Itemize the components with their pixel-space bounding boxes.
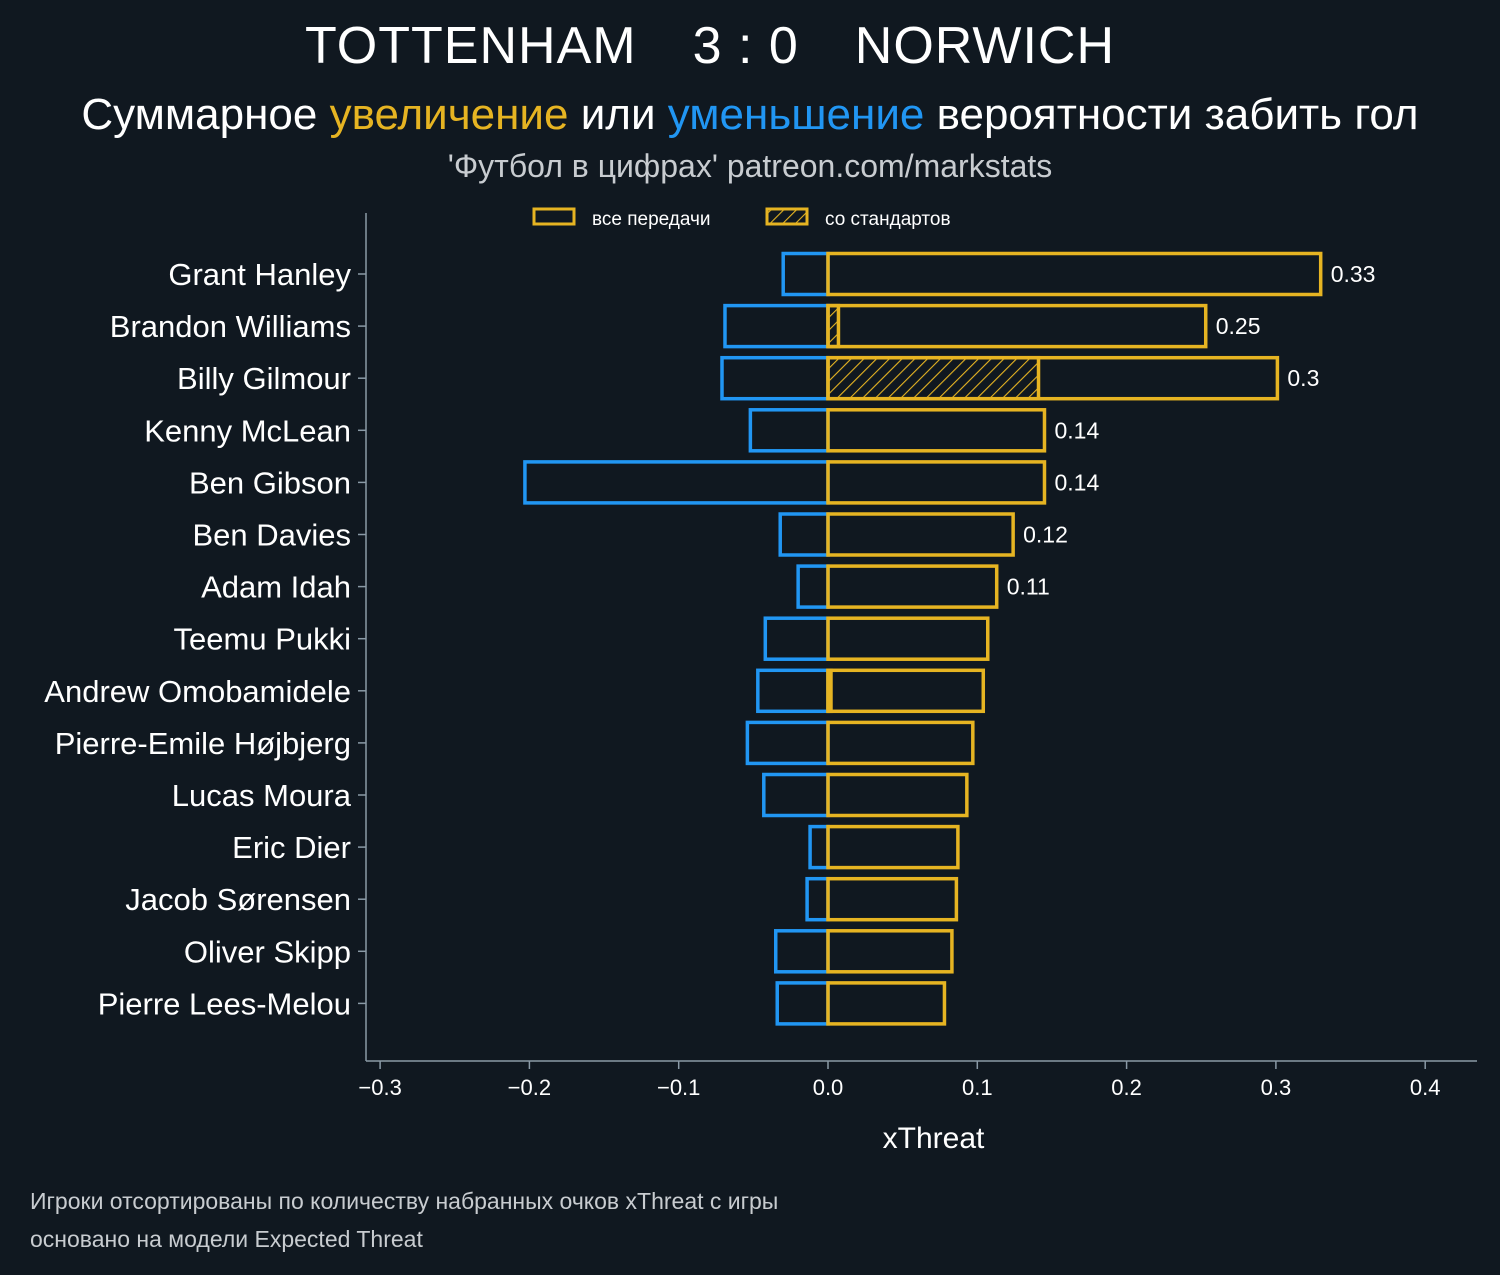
decrease-bar — [748, 408, 830, 453]
player-label: Billy Gilmour — [177, 361, 351, 396]
value-label: 0.33 — [1331, 261, 1376, 287]
decrease-bar — [773, 929, 830, 974]
value-label: 0.3 — [1287, 365, 1319, 391]
increase-bar — [826, 408, 1047, 453]
increase-bar — [826, 876, 959, 922]
footnote-model: основано на модели Expected Threat — [30, 1226, 423, 1252]
away-team: NORWICH — [854, 17, 1116, 75]
x-tick-label: 0.2 — [1111, 1075, 1142, 1100]
chart-bars — [523, 251, 1323, 1026]
value-label: 0.14 — [1054, 469, 1099, 495]
legend-label-all-passes: все передачи — [592, 209, 711, 230]
subtitle-part2: или — [580, 90, 656, 139]
value-label: 0.12 — [1023, 522, 1068, 548]
player-label: Grant Hanley — [168, 257, 351, 292]
player-label: Jacob Sørensen — [125, 882, 351, 917]
decrease-bar — [523, 460, 830, 505]
decrease-bar — [720, 355, 830, 401]
legend-swatch-all-passes — [532, 207, 576, 226]
decrease-bar — [775, 981, 830, 1026]
value-label: 0.25 — [1216, 313, 1261, 339]
match-title: TOTTENHAM 3 : 0 NORWICH — [0, 16, 1420, 76]
x-tick-label: −0.1 — [657, 1075, 700, 1100]
player-label: Andrew Omobamidele — [44, 674, 351, 709]
increase-bar — [826, 772, 969, 818]
increase-bar — [826, 929, 954, 974]
x-tick-label: −0.2 — [508, 1075, 551, 1100]
player-label: Brandon Williams — [110, 309, 351, 344]
value-label: 0.14 — [1054, 417, 1099, 443]
decrease-bar — [745, 720, 830, 766]
increase-bar — [826, 720, 975, 766]
decrease-bar — [796, 564, 830, 609]
subtitle-part1: Суммарное — [81, 90, 318, 139]
value-label: 0.11 — [1007, 574, 1050, 600]
set-piece-bar — [826, 355, 1041, 401]
decrease-bar — [763, 616, 830, 661]
decrease-bar — [781, 251, 830, 297]
increase-bar — [826, 616, 990, 661]
chart-subtitle: Суммарное увеличение или уменьшение веро… — [0, 90, 1500, 140]
subtitle-decrease: уменьшение — [667, 90, 925, 139]
chart-axes: −0.3 −0.2 −0.1 0.0 0.1 0.2 0.3 0.4 xThreat Grant … — [44, 213, 1477, 1155]
increase-bar — [826, 251, 1323, 297]
x-tick-label: 0.3 — [1261, 1075, 1292, 1100]
match-score: 3 : 0 — [692, 17, 799, 75]
player-label: Pierre Lees-Melou — [98, 986, 351, 1021]
footnote-sorting: Игроки отсортированы по количеству набра… — [30, 1188, 779, 1214]
player-label: Ben Gibson — [189, 465, 351, 500]
legend-swatch-set-pieces — [765, 207, 809, 226]
x-tick-label: 0.1 — [962, 1075, 993, 1100]
decrease-bar — [756, 668, 830, 714]
increase-bar — [826, 564, 999, 609]
increase-bar — [826, 355, 1280, 401]
player-label: Kenny McLean — [144, 413, 351, 448]
subtitle-increase: увеличение — [329, 90, 569, 139]
legend-label-set-pieces: со стандартов — [825, 209, 951, 230]
x-tick-label: −0.3 — [358, 1075, 401, 1100]
increase-bar — [826, 981, 947, 1026]
player-label: Teemu Pukki — [174, 622, 351, 657]
decrease-bar — [808, 824, 830, 870]
player-label: Adam Idah — [201, 570, 351, 605]
chart-labels: 0.33 0.25 0.3 0.14 0.14 0.12 0.11 — [1007, 261, 1376, 600]
player-label: Oliver Skipp — [184, 934, 351, 969]
decrease-bar — [762, 772, 830, 818]
increase-bar — [826, 824, 960, 870]
decrease-bar — [778, 512, 830, 557]
player-label: Ben Davies — [192, 518, 351, 553]
increase-bar — [826, 303, 1208, 349]
increase-bar — [826, 668, 986, 714]
player-label: Pierre-Emile Højbjerg — [55, 726, 351, 761]
decrease-bar — [723, 303, 830, 349]
x-axis-title: xThreat — [883, 1122, 985, 1155]
increase-bar — [826, 512, 1015, 557]
x-tick-label: 0.4 — [1410, 1075, 1441, 1100]
chart-legend: все передачи со стандартов — [532, 207, 951, 230]
increase-bar — [826, 460, 1047, 505]
subtitle-part3: вероятности забить гол — [936, 90, 1419, 139]
home-team: TOTTENHAM — [304, 17, 637, 75]
player-label: Lucas Moura — [172, 778, 352, 813]
credit-line: 'Футбол в цифрах' patreon.com/markstats — [447, 148, 1053, 184]
decrease-bar — [805, 876, 830, 922]
player-label: Eric Dier — [232, 830, 351, 865]
x-tick-label: 0.0 — [813, 1075, 844, 1100]
